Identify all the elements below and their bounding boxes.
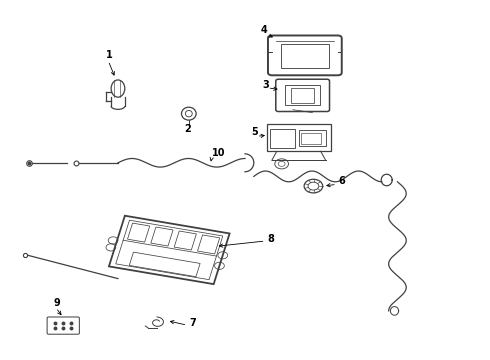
Text: 3: 3 [262,80,269,90]
Bar [281,44,329,68]
Text: 1: 1 [106,50,113,60]
Bar [299,130,326,146]
Bar [109,216,230,284]
Bar [197,235,220,254]
Text: 7: 7 [189,318,196,328]
Bar [116,220,223,280]
Text: 6: 6 [339,176,345,186]
Bar [127,223,150,242]
Text: 5: 5 [251,127,258,137]
Bar [174,231,196,250]
Bar [267,125,331,151]
Text: 9: 9 [53,298,60,308]
Bar [270,129,295,148]
Bar [285,85,320,105]
Text: 10: 10 [212,148,225,158]
Text: 2: 2 [184,124,191,134]
Bar [129,252,200,277]
Text: 4: 4 [261,25,268,35]
Bar [291,88,315,103]
Bar [151,227,173,246]
Text: 8: 8 [267,234,274,244]
Bar [301,134,321,144]
